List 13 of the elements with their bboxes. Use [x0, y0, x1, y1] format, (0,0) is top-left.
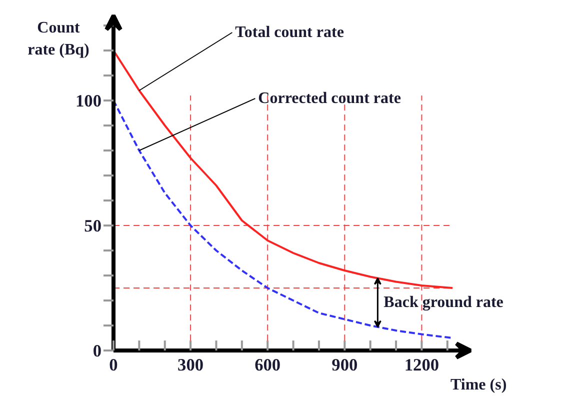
text: Corrected count rate [258, 90, 401, 107]
y-axis-title: Count rate (Bq) [28, 20, 90, 59]
y-tick-label: 0 [92, 342, 102, 360]
y-tick-label: 100 [76, 92, 102, 110]
y-tick-label: 50 [84, 216, 102, 236]
x-tick-label: 600 [254, 356, 281, 374]
annotation: Back ground rate [384, 294, 504, 312]
x-tick-label: 300 [178, 356, 204, 374]
x-tick-label: 1200 [404, 356, 440, 374]
x-tick-label: 0 [109, 356, 118, 374]
text: Total count rate [235, 24, 344, 41]
x-axis-title: Time (s) [450, 376, 507, 394]
x-tick-label: 900 [332, 356, 358, 374]
